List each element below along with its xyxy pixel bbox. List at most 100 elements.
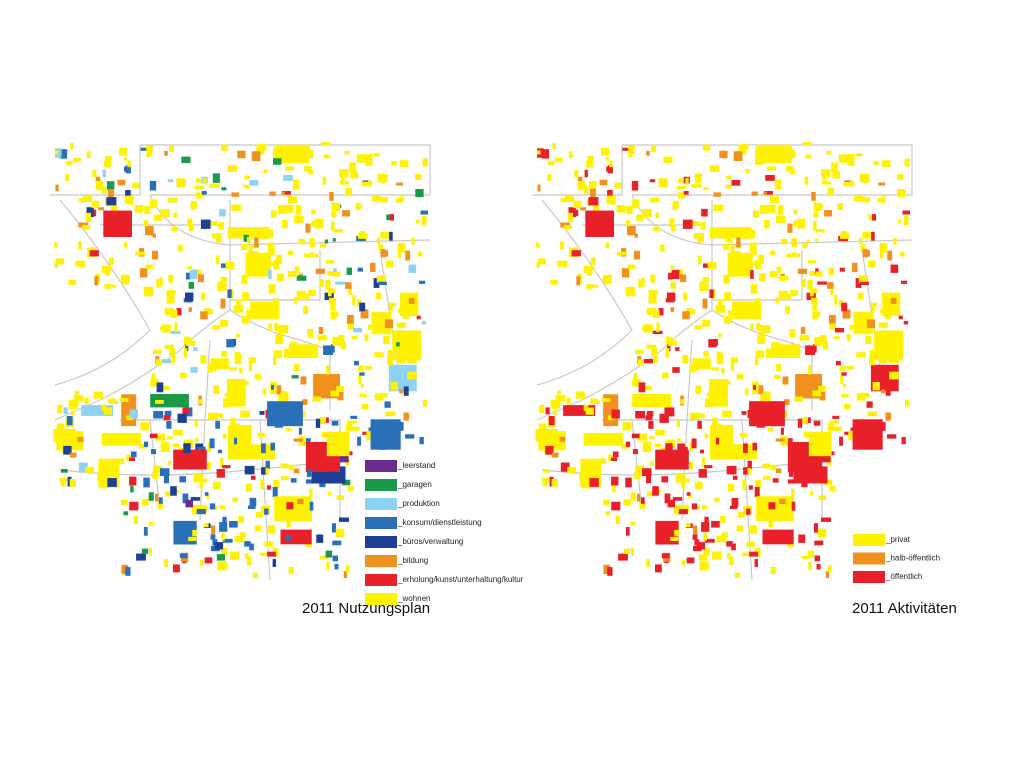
building [813,202,822,211]
building [789,149,796,159]
building [650,274,655,283]
building [389,214,394,221]
building [320,417,326,424]
building [346,423,353,431]
building [890,264,899,273]
building [746,226,752,235]
building [375,292,382,300]
building [250,251,259,258]
building [296,275,307,281]
building [581,483,591,489]
building [357,267,363,272]
building [225,261,235,270]
building [846,334,851,341]
building [144,206,151,214]
building [199,480,203,489]
building [248,362,252,372]
building [637,493,641,502]
building [302,410,306,418]
building [654,443,662,447]
building [815,229,825,233]
building [880,252,884,259]
building [166,421,172,429]
building [234,535,245,543]
building [180,372,187,379]
building [200,311,208,320]
building [829,420,839,424]
building [160,468,170,476]
building [742,479,747,490]
building [672,367,680,373]
building [160,385,170,391]
building [78,198,85,203]
building [661,476,669,483]
building [256,511,263,518]
building [179,553,188,559]
building [606,157,609,161]
building [768,520,773,528]
building [60,480,66,487]
building [357,233,368,239]
building [646,150,650,156]
building [332,238,336,242]
building [360,309,369,319]
building [758,254,765,264]
building [585,210,614,237]
building [266,485,271,490]
building [288,464,295,471]
building [210,534,216,540]
building [775,468,782,474]
building [293,438,303,442]
building [332,523,336,533]
building [169,145,175,153]
building [703,532,707,541]
building [621,443,630,449]
building [336,495,344,500]
building [691,438,697,449]
building [634,471,641,479]
building [746,262,756,266]
building [541,149,550,159]
building [814,540,824,546]
building [387,349,393,358]
building [568,207,576,218]
building [762,529,794,545]
building [847,154,855,161]
building [136,553,146,561]
building [726,175,732,180]
building [800,326,806,334]
building [821,517,831,522]
building [392,339,399,344]
building [587,155,594,161]
building [330,311,336,320]
building [246,310,251,321]
building [817,528,827,538]
building [274,322,279,331]
building [815,268,819,275]
building [787,479,795,484]
building [86,207,94,218]
building [163,475,169,484]
building [550,279,559,285]
building [135,251,145,256]
building [148,492,154,501]
building [703,187,709,191]
building [751,389,759,394]
building [191,504,199,515]
building [871,305,875,312]
map-title: 2011 Nutzungsplan [302,600,430,617]
building [188,307,193,312]
building [149,180,157,191]
building [878,322,888,328]
building [837,203,844,210]
building [791,238,797,248]
building [139,443,148,449]
building [249,543,254,551]
building [219,522,228,532]
building [607,165,613,174]
building [231,192,239,197]
building [655,429,665,436]
building [351,426,360,431]
building [726,541,733,547]
building [763,220,770,229]
